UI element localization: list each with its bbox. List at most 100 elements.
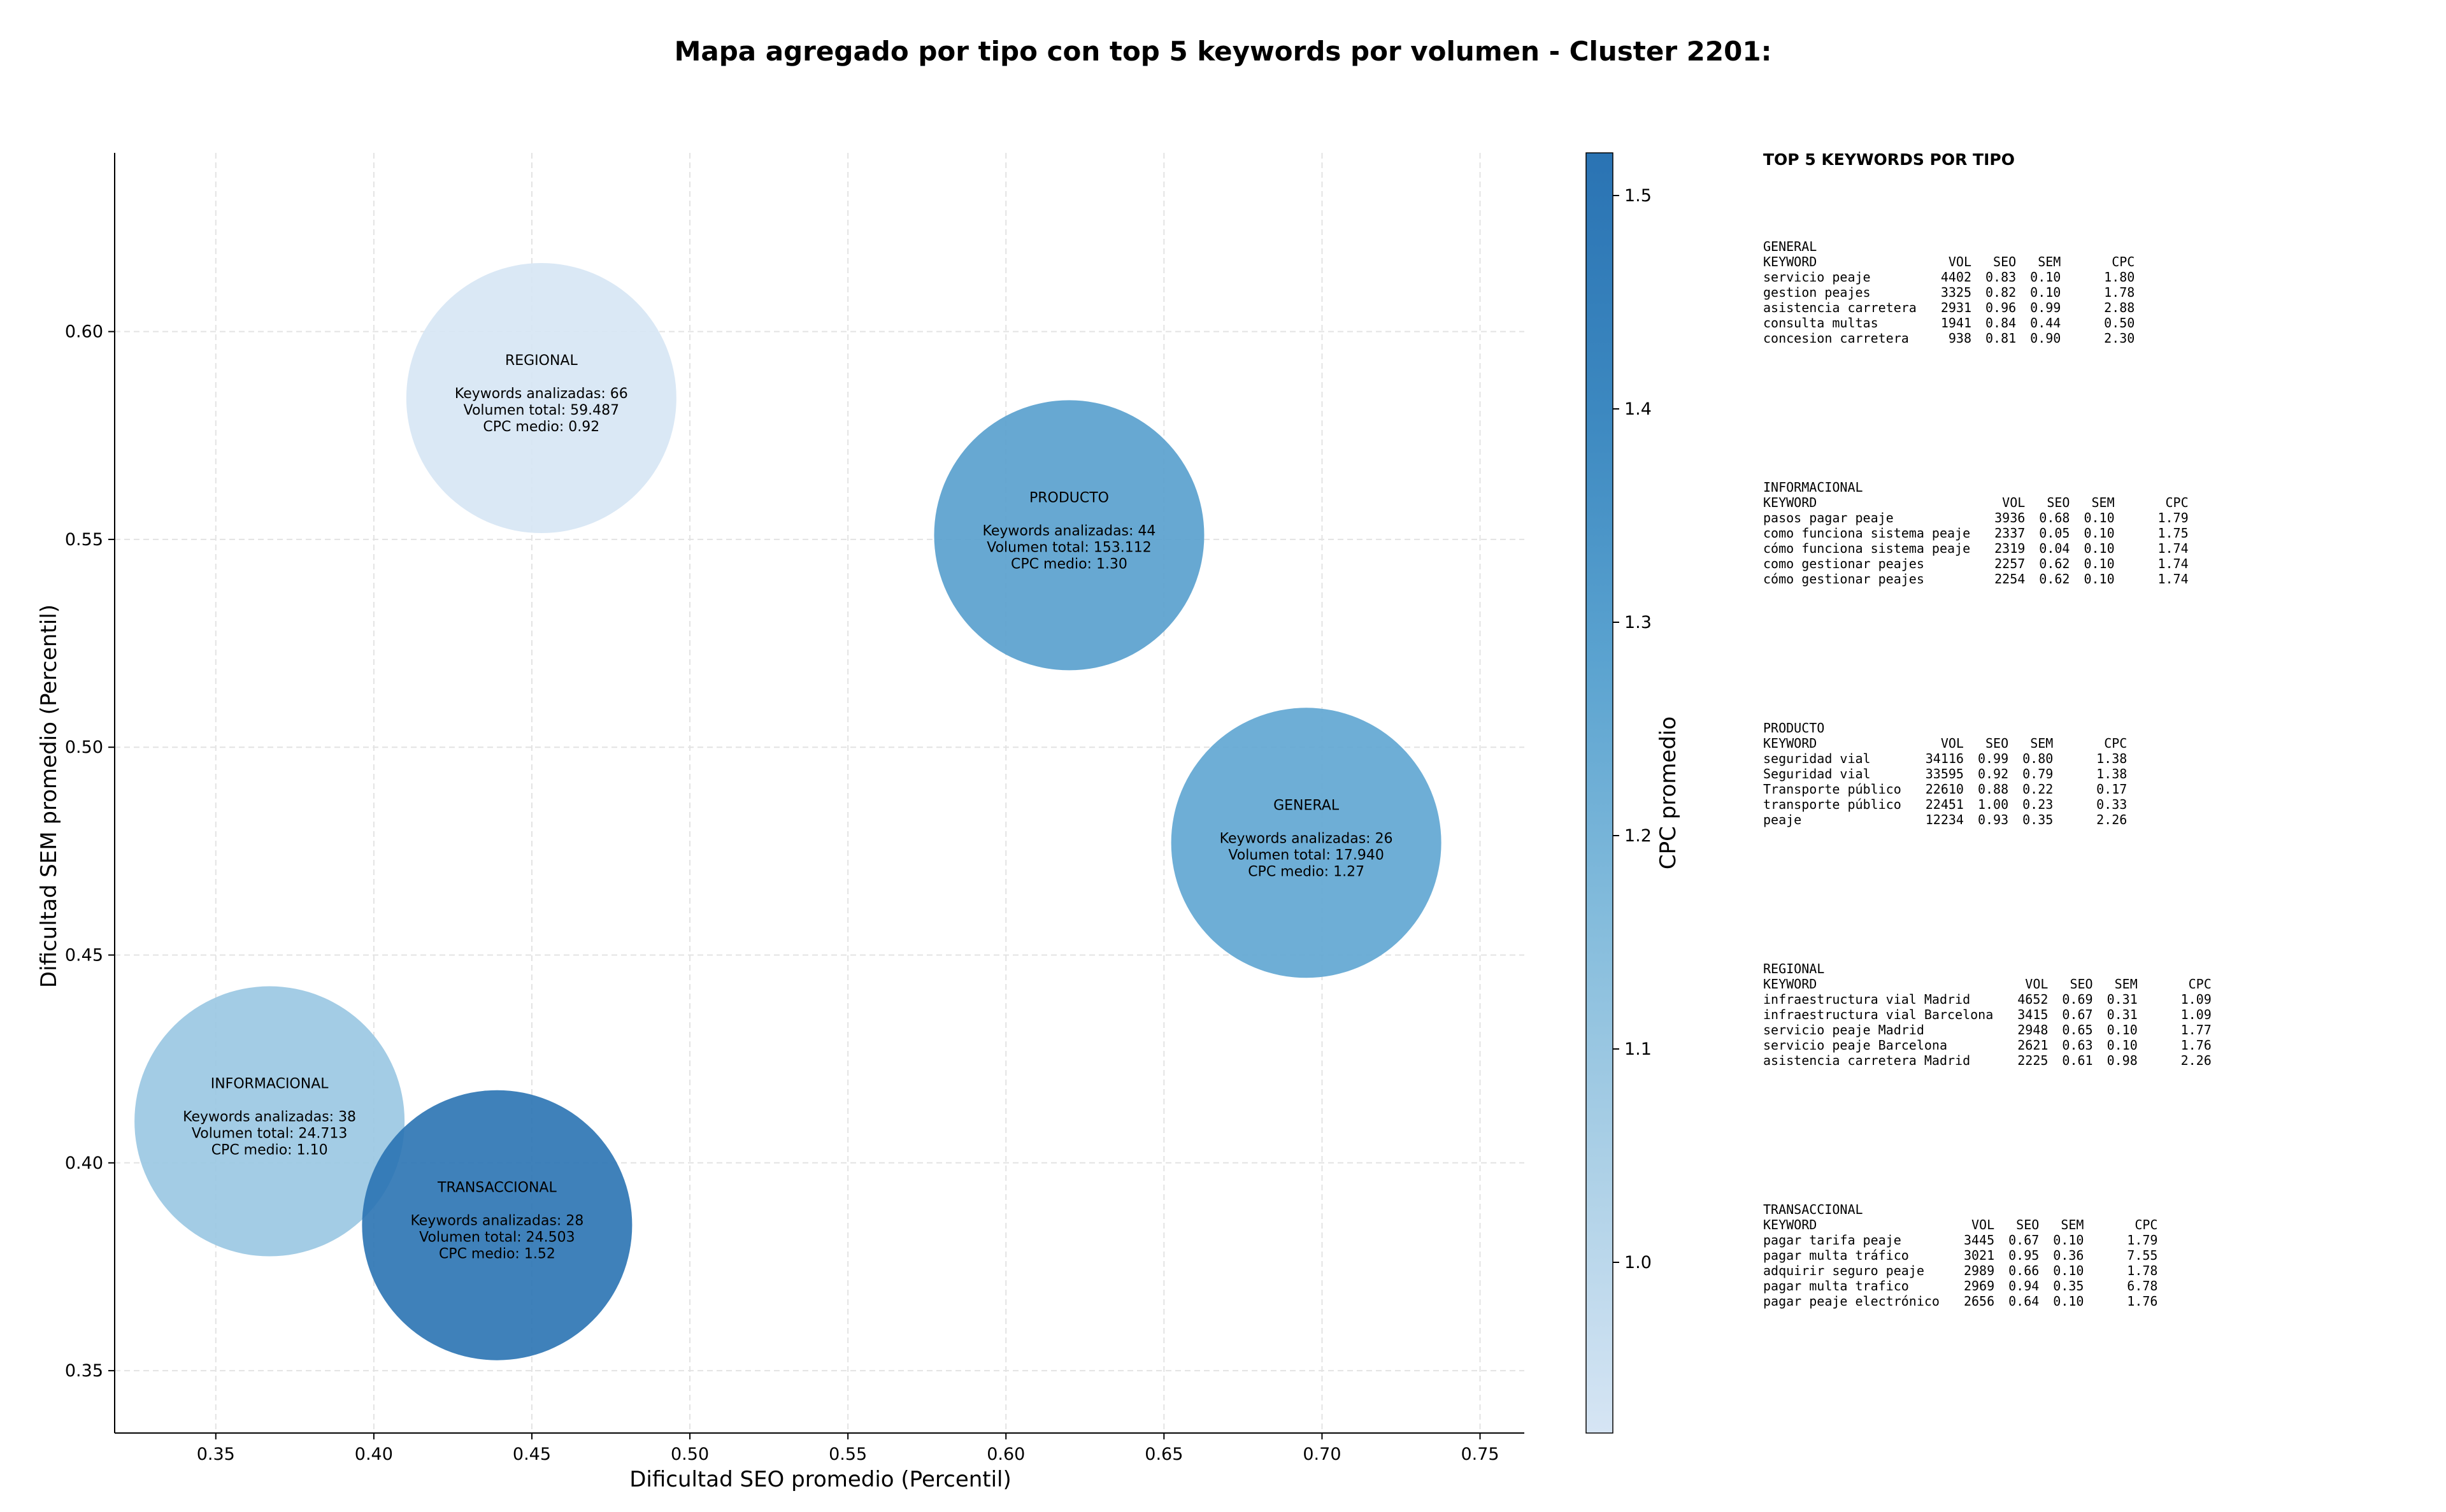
keyword-table-header: KEYWORD VOL SEO SEM CPC [1763,254,2135,269]
table-cell: 2931 [1940,300,1971,315]
keyword-group-type: TRANSACCIONAL [1763,1202,1863,1217]
y-tick-label: 0.35 [65,1361,103,1381]
table-cell: 4402 [1940,269,1971,285]
table-cell: gestion peajes [1763,285,1871,300]
keyword-group-type: PRODUCTO [1763,720,1825,736]
column-header: SEO [2047,495,2070,510]
column-header: SEM [2030,736,2054,751]
table-cell: 0.17 [2096,781,2128,797]
colorbar-tick-label: 1.5 [1624,186,1652,206]
table-cell: 2969 [1963,1278,1995,1294]
table-cell: 34116 [1925,751,1964,766]
bubble-regional [406,263,676,534]
keyword-group-type: REGIONAL [1763,961,1825,976]
table-cell: 1.79 [2157,510,2189,525]
table-cell: 0.10 [2053,1263,2084,1278]
bubble-keywords-count: Keywords analizadas: 66 [455,386,628,402]
table-cell: 0.82 [1985,285,2017,300]
x-tick-label: 0.35 [197,1444,235,1464]
table-cell: 2656 [1963,1294,1995,1309]
table-cell: 1.80 [2104,269,2135,285]
table-cell: 1.78 [2127,1263,2158,1278]
table-row: pasos pagar peaje 3936 0.68 0.10 1.79 [1763,510,2189,525]
table-cell: 1.76 [2127,1294,2158,1309]
bubble-cpc: CPC medio: 1.27 [1248,864,1364,880]
table-row: como funciona sistema peaje 2337 0.05 0.10 1… [1763,525,2189,541]
keyword-group-producto: PRODUCTO KEYWORD VOL SEO SEM CPC seguridad via… [1763,720,2438,827]
keyword-table-header: KEYWORD VOL SEO SEM CPC [1763,736,2127,751]
table-cell: consulta multas [1763,315,1878,331]
table-cell: 12234 [1925,812,1964,827]
table-cell: como funciona sistema peaje [1763,525,1971,541]
table-cell: 0.62 [2039,556,2070,571]
table-cell: 0.88 [1977,781,2009,797]
table-row: transporte público 22451 1.00 0.23 0.33 [1763,797,2127,812]
table-cell: 0.10 [2053,1294,2084,1309]
table-cell: 2.30 [2104,331,2135,346]
keyword-groups: GENERAL KEYWORD VOL SEO SEM CPC servicio peaje… [1763,239,2438,1309]
column-header: SEO [2016,1217,2040,1232]
table-cell: 2621 [2017,1038,2049,1053]
table-cell: 0.94 [2008,1278,2040,1294]
table-row: asistencia carretera 2931 0.96 0.99 2.88 [1763,300,2135,315]
x-tick-label: 0.70 [1303,1444,1341,1464]
keyword-group-regional: REGIONAL KEYWORD VOL SEO SEM CPC infraestructu… [1763,961,2438,1068]
axes: 0.35 0.40 0.45 0.50 0.55 0.60 0.65 0.70 0.75 0.35… [65,153,1524,1464]
table-cell: 1.38 [2096,766,2128,781]
table-cell: 0.44 [2030,315,2061,331]
table-cell: asistencia carretera [1763,300,1917,315]
keyword-group-type: GENERAL [1763,239,1817,254]
table-cell: 2225 [2017,1053,2049,1068]
column-header: SEM [2091,495,2115,510]
column-header: SEM [2061,1217,2084,1232]
table-cell: 0.35 [2053,1278,2084,1294]
bubble-informacional [134,986,405,1257]
column-header: SEO [1985,736,2009,751]
bubble-label: GENERAL [1273,797,1340,813]
table-row: pagar multa tráfico 3021 0.95 0.36 7.55 [1763,1248,2157,1263]
bubble-label: INFORMACIONAL [211,1076,329,1092]
table-cell: 1.75 [2157,525,2189,541]
table-cell: 0.10 [2106,1038,2138,1053]
table-cell: 4652 [2017,992,2049,1007]
column-header: KEYWORD [1763,1217,1817,1232]
table-cell: transporte público [1763,797,1901,812]
x-tick-label: 0.65 [1145,1444,1183,1464]
table-cell: 2948 [2017,1022,2049,1038]
table-row: pagar peaje electrónico 2656 0.64 0.10 1.76 [1763,1294,2157,1309]
table-row: servicio peaje 4402 0.83 0.10 1.80 [1763,269,2135,285]
table-cell: cómo funciona sistema peaje [1763,541,1971,556]
table-row: como gestionar peajes 2257 0.62 0.10 1.74 [1763,556,2189,571]
column-header: KEYWORD [1763,736,1817,751]
column-header: KEYWORD [1763,976,1817,992]
bubble-label: REGIONAL [505,353,578,369]
x-tick-label: 0.45 [513,1444,551,1464]
table-cell: peaje [1763,812,1802,827]
table-cell: 1.74 [2157,556,2189,571]
table-cell: 0.35 [2022,812,2054,827]
table-cell: pagar multa tráfico [1763,1248,1909,1263]
table-row: servicio peaje Barcelona 2621 0.63 0.10 1.76 [1763,1038,2212,1053]
table-cell: 0.04 [2039,541,2070,556]
column-header: VOL [2025,976,2049,992]
table-cell: asistencia carretera Madrid [1763,1053,1971,1068]
table-row: adquirir seguro peaje 2989 0.66 0.10 1.78 [1763,1263,2157,1278]
table-cell: 0.10 [2084,525,2115,541]
column-header: SEM [2114,976,2138,992]
table-cell: 1.00 [1977,797,2009,812]
column-header: CPC [2104,736,2128,751]
table-cell: pagar peaje electrónico [1763,1294,1940,1309]
bubble-keywords-count: Keywords analizadas: 26 [1220,831,1393,846]
table-cell: 938 [1948,331,1971,346]
bubble-label: PRODUCTO [1029,490,1109,506]
bubble-volume: Volumen total: 153.112 [987,539,1151,555]
keyword-table: KEYWORD VOL SEO SEM CPC servicio peaje 4402 0.8… [1763,254,2135,346]
keyword-table: KEYWORD VOL SEO SEM CPC pasos pagar peaje 3936… [1763,495,2189,587]
chart-title: Mapa agregado por tipo con top 5 keyword… [675,36,1772,67]
table-cell: 0.05 [2039,525,2070,541]
column-header: SEM [2038,254,2061,269]
keyword-table: KEYWORD VOL SEO SEM CPC seguridad vial 34116 0.… [1763,736,2127,827]
table-cell: 0.68 [2039,510,2070,525]
table-cell: 2.88 [2104,300,2135,315]
colorbar-tick-label: 1.0 [1624,1253,1652,1273]
